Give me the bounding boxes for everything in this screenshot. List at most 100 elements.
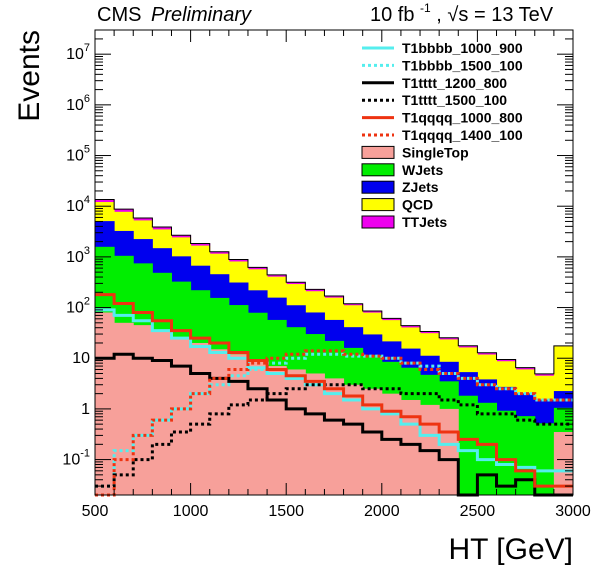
- y-tick-label: 102: [66, 296, 90, 317]
- legend-entry-t1qqqq_1000_800: T1qqqq_1000_800: [362, 110, 523, 126]
- legend-swatch: [361, 180, 395, 194]
- bar-singletop-16: [400, 399, 421, 495]
- y-axis-title: Events: [13, 30, 46, 122]
- y-tick-label-exp: 4: [84, 194, 90, 206]
- legend-entry-t1bbbb_1500_100: T1bbbb_1500_100: [362, 57, 523, 73]
- legend-label: T1tttt_1500_100: [402, 92, 507, 108]
- x-tick-label: 2000: [364, 503, 400, 520]
- plot-frame: [94, 29, 574, 496]
- series-t1tttt_1200_800: [95, 352, 573, 497]
- bar-singletop-10: [286, 369, 306, 495]
- lumi-value: 10 fb: [370, 4, 414, 26]
- bar-wjets-21: [496, 410, 517, 495]
- legend-label: SingleTop: [402, 144, 469, 160]
- bar-wjets-19: [458, 395, 478, 495]
- y-tick-label: 1: [81, 401, 90, 418]
- stack-layer: [95, 198, 574, 496]
- x-tick-label: 500: [82, 503, 109, 520]
- bar-wjets-23: [534, 423, 555, 495]
- sqrt-s-symbol: √s: [447, 4, 468, 26]
- bar-singletop-5: [190, 342, 211, 495]
- bar-wjets-22: [515, 416, 536, 495]
- y-tick-label-base: 10: [66, 198, 84, 215]
- y-tick-label-exp: 5: [84, 144, 90, 156]
- y-tick-label-exp: 7: [84, 42, 90, 54]
- series-t1tttt_1500_100: [95, 383, 573, 488]
- y-tick-label: 10: [72, 350, 90, 367]
- header-cms: CMS Preliminary: [97, 4, 252, 26]
- legend-label: TTJets: [402, 214, 447, 230]
- x-tick-label: 1500: [268, 503, 304, 520]
- bar-singletop-12: [324, 378, 345, 495]
- series-t1bbbb_1500_100: [95, 352, 573, 488]
- axis-layer: 500 1000 1500 2000 2500 300010-11101021031041…: [62, 29, 591, 520]
- y-tick-label-base: 10: [62, 452, 80, 469]
- energy-separator: ,: [436, 4, 447, 26]
- bar-singletop-13: [343, 384, 364, 495]
- signal-layer: [95, 293, 573, 497]
- bar-singletop-9: [267, 366, 287, 495]
- legend-entry-t1tttt_1200_800: T1tttt_1200_800: [362, 75, 507, 91]
- y-tick-label-exp: 3: [84, 245, 90, 257]
- legend-entry-t1bbbb_1000_900: T1bbbb_1000_900: [362, 40, 523, 56]
- legend-swatch: [361, 198, 395, 212]
- bar-singletop-14: [362, 388, 383, 495]
- legend-label: T1qqqq_1400_100: [402, 127, 523, 143]
- legend-entry-wjets: WJets: [361, 162, 443, 178]
- legend-entry-t1tttt_1500_100: T1tttt_1500_100: [362, 92, 507, 108]
- energy-value: = 13 TeV: [474, 4, 554, 26]
- bar-singletop-4: [171, 338, 192, 495]
- bar-singletop-7: [228, 354, 249, 495]
- y-tick-label: 103: [66, 245, 90, 266]
- bar-singletop-11: [305, 373, 325, 495]
- legend-swatch: [361, 163, 395, 177]
- header-lumi: 10 fb -1 , √s = 13 TeV: [370, 0, 554, 26]
- legend-label: WJets: [402, 162, 443, 178]
- bar-singletop-15: [381, 393, 402, 495]
- legend-label: T1qqqq_1000_800: [402, 110, 523, 126]
- experiment-label: CMS: [97, 4, 141, 26]
- y-tick-label-base: 10: [66, 97, 84, 114]
- bar-singletop-8: [247, 360, 268, 495]
- bar-singletop-6: [209, 349, 230, 495]
- y-tick-label-base: 10: [72, 350, 90, 367]
- x-tick-label: 3000: [555, 503, 591, 520]
- y-tick-label-exp: 2: [84, 296, 90, 308]
- y-tick-label-base: 10: [66, 148, 84, 165]
- y-tick-label-exp: -1: [80, 448, 90, 460]
- legend-swatch: [361, 215, 395, 229]
- y-tick-label: 106: [66, 93, 90, 114]
- legend-entry-singletop: SingleTop: [361, 144, 469, 160]
- legend-label: T1bbbb_1000_900: [402, 40, 523, 56]
- legend-label: QCD: [402, 197, 433, 213]
- bar-singletop-18: [439, 408, 459, 495]
- legend-label: ZJets: [402, 179, 439, 195]
- y-tick-label: 107: [66, 42, 90, 63]
- x-tick-label: 1000: [173, 503, 209, 520]
- x-tick-label: 2500: [460, 503, 496, 520]
- status-label: Preliminary: [151, 4, 252, 26]
- stack-total-outline: [95, 198, 573, 375]
- y-tick-label: 10-1: [62, 448, 90, 469]
- y-tick-label: 104: [66, 194, 90, 215]
- legend-label: T1tttt_1200_800: [402, 75, 507, 91]
- y-tick-label-base: 10: [66, 46, 84, 63]
- bar-wjets-20: [477, 402, 498, 495]
- legend-entry-qcd: QCD: [361, 197, 433, 213]
- legend-label: T1bbbb_1500_100: [402, 57, 523, 73]
- bar-singletop-1: [114, 322, 134, 495]
- legend-swatch: [361, 145, 395, 159]
- legend-entry-zjets: ZJets: [361, 179, 439, 195]
- y-tick-label-base: 10: [66, 249, 84, 266]
- y-tick-label-base: 10: [66, 300, 84, 317]
- series-t1qqqq_1000_800: [95, 293, 573, 488]
- y-tick-label: 105: [66, 144, 90, 165]
- x-axis-title: HT [GeV]: [449, 533, 573, 566]
- series-t1bbbb_1000_900: [95, 308, 573, 473]
- y-tick-label-exp: 6: [84, 93, 90, 105]
- y-tick-label-base: 1: [81, 401, 90, 418]
- bar-singletop-2: [133, 325, 153, 495]
